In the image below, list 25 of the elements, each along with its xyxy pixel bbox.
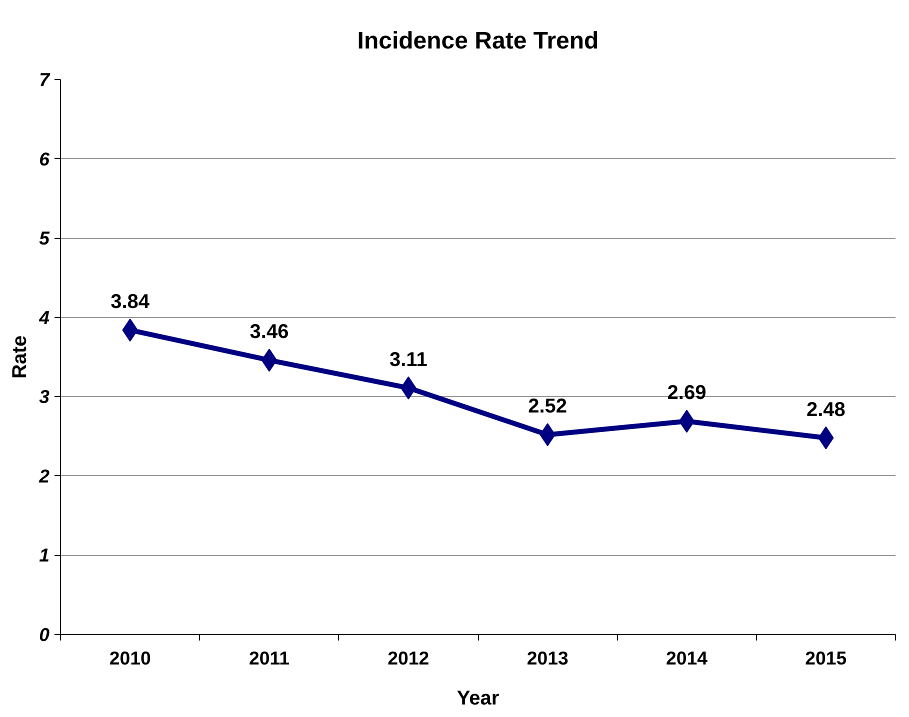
data-label: 2.52	[528, 396, 568, 418]
x-tick-label: 2014	[666, 648, 708, 668]
data-label: 3.84	[110, 291, 150, 314]
y-tick-label: 5	[39, 228, 50, 249]
y-tick-label: 0	[39, 624, 50, 645]
x-tick-label: 2012	[388, 648, 430, 668]
y-tick-label: 2	[38, 465, 50, 486]
x-tick-label: 2015	[805, 648, 847, 668]
data-label: 2.69	[667, 382, 706, 404]
y-tick-label: 3	[39, 386, 50, 408]
point	[678, 410, 695, 433]
y-tick-label: 4	[38, 306, 50, 328]
point	[261, 348, 278, 372]
y-tick-label: 7	[39, 69, 52, 90]
x-tick-label: 2010	[109, 648, 151, 668]
chart-title: Incidence Rate Trend	[357, 28, 599, 54]
x-tick-label: 2011	[249, 648, 290, 668]
data-label: 2.48	[806, 398, 846, 421]
x-tick-label: 2013	[526, 648, 568, 668]
data-label: 3.11	[390, 348, 428, 371]
y-tick-label: 6	[39, 148, 50, 170]
y-axis-title: Rate	[9, 335, 32, 379]
x-axis-title: Year	[456, 688, 500, 710]
y-tick-label: 1	[39, 544, 50, 566]
data-label: 3.46	[250, 321, 289, 344]
